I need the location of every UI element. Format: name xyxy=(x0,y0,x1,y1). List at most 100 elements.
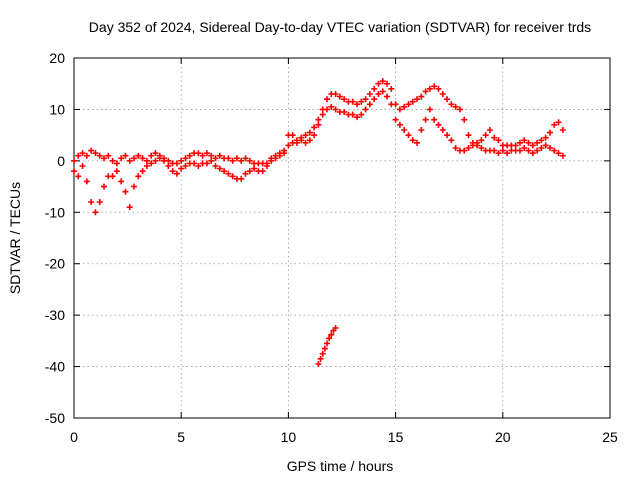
data-point xyxy=(276,152,283,159)
data-point xyxy=(448,101,455,108)
data-point xyxy=(326,335,333,342)
data-point xyxy=(555,119,562,126)
data-point xyxy=(208,157,215,164)
data-point xyxy=(323,340,330,347)
data-point xyxy=(512,142,519,149)
data-point xyxy=(448,137,455,144)
data-point xyxy=(559,152,566,159)
data-point xyxy=(139,155,146,162)
x-axis-label: GPS time / hours xyxy=(287,458,394,474)
data-point xyxy=(203,150,210,157)
data-point xyxy=(317,355,324,362)
data-point xyxy=(555,150,562,157)
data-point xyxy=(96,199,103,205)
data-point xyxy=(122,188,129,195)
data-point xyxy=(444,96,451,103)
grid-lines xyxy=(74,58,610,418)
data-point xyxy=(208,152,215,159)
data-point xyxy=(504,150,511,157)
data-point xyxy=(306,129,313,136)
data-point xyxy=(379,78,386,85)
data-point xyxy=(311,124,318,131)
data-point xyxy=(354,101,361,108)
data-point xyxy=(135,152,142,159)
plot-frame xyxy=(73,57,611,419)
data-point xyxy=(388,101,395,108)
data-point xyxy=(109,173,116,180)
data-point xyxy=(371,85,378,92)
data-point xyxy=(516,147,523,154)
data-point xyxy=(251,165,258,172)
data-point xyxy=(216,152,223,159)
data-point xyxy=(311,132,318,139)
data-point xyxy=(191,160,198,167)
data-point xyxy=(414,96,421,103)
data-point xyxy=(319,350,326,357)
data-point xyxy=(109,157,116,164)
data-point xyxy=(315,361,322,367)
data-point xyxy=(165,163,172,169)
data-point xyxy=(315,121,322,128)
y-tick-label: -20 xyxy=(45,256,65,272)
data-point xyxy=(148,160,155,167)
data-point xyxy=(79,163,86,169)
data-point xyxy=(366,101,373,108)
data-point xyxy=(499,147,506,154)
data-point xyxy=(534,147,541,154)
data-point xyxy=(238,175,245,182)
data-point xyxy=(405,101,412,108)
data-point xyxy=(212,163,219,169)
data-point xyxy=(169,168,176,175)
data-point xyxy=(88,199,95,205)
data-point xyxy=(156,155,163,162)
data-point xyxy=(225,155,232,162)
data-point xyxy=(529,142,536,149)
data-point xyxy=(405,132,412,139)
data-point xyxy=(375,91,382,97)
data-point xyxy=(79,150,86,157)
data-point xyxy=(525,139,532,146)
data-point xyxy=(216,165,223,172)
y-tick-label: -40 xyxy=(45,359,65,375)
data-point xyxy=(384,80,391,87)
data-point xyxy=(246,157,253,164)
y-tick-label: -50 xyxy=(45,410,65,426)
data-point xyxy=(71,157,77,164)
data-point xyxy=(323,106,330,113)
data-point xyxy=(529,150,536,157)
data-point xyxy=(422,88,429,95)
data-point xyxy=(396,106,403,113)
data-point xyxy=(199,152,206,159)
data-point xyxy=(173,170,180,177)
data-point xyxy=(431,83,438,90)
data-point xyxy=(379,88,386,95)
data-point xyxy=(371,96,378,103)
data-point xyxy=(362,106,369,113)
data-point xyxy=(341,96,348,103)
y-tick-label: 20 xyxy=(49,50,65,66)
data-point xyxy=(118,178,125,185)
data-point xyxy=(242,170,249,177)
x-tick-label: 25 xyxy=(602,429,618,445)
data-point xyxy=(148,152,155,159)
data-point xyxy=(298,137,305,144)
x-tick-label: 5 xyxy=(177,429,185,445)
data-point xyxy=(538,137,545,144)
y-tick-label: 10 xyxy=(49,101,65,117)
data-point xyxy=(302,132,309,139)
data-point xyxy=(362,96,369,103)
data-point xyxy=(354,114,361,121)
data-point xyxy=(101,155,108,162)
data-point xyxy=(426,106,433,113)
data-point xyxy=(341,109,348,115)
data-point xyxy=(212,155,219,162)
data-point xyxy=(332,325,339,331)
data-point xyxy=(83,178,90,185)
y-tick-label: 0 xyxy=(57,153,65,169)
data-point xyxy=(332,106,339,113)
axis-ticks: 0 5 10 15 20 25 -50 -40 -30 -20 -10 0 10 20 xyxy=(45,50,618,445)
data-point xyxy=(92,150,99,157)
data-point xyxy=(105,152,112,159)
data-point xyxy=(113,168,120,175)
